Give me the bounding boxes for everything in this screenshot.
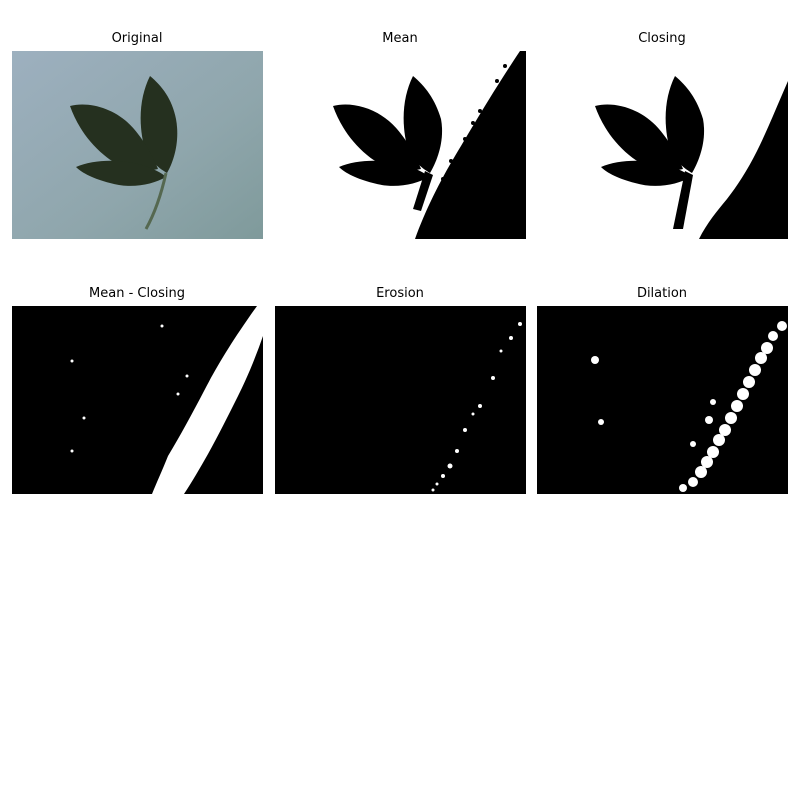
title-mean: Mean <box>382 31 418 46</box>
image-mean <box>275 51 526 239</box>
closing-result <box>537 51 788 239</box>
image-mean-minus-closing <box>12 306 263 494</box>
mean-threshold <box>275 51 526 239</box>
image-original <box>12 51 263 239</box>
difference-result <box>12 306 263 494</box>
dilation-result <box>537 306 788 494</box>
image-closing <box>537 51 788 239</box>
title-dilation: Dilation <box>636 286 688 301</box>
image-erosion <box>275 306 526 494</box>
erosion-result <box>275 306 526 494</box>
title-closing: Closing <box>638 31 686 46</box>
image-dilation <box>537 306 788 494</box>
title-mean-closing: Mean - Closing <box>89 286 185 301</box>
leaf-photo <box>12 51 263 239</box>
title-original: Original <box>111 31 163 46</box>
title-erosion: Erosion <box>376 286 424 301</box>
